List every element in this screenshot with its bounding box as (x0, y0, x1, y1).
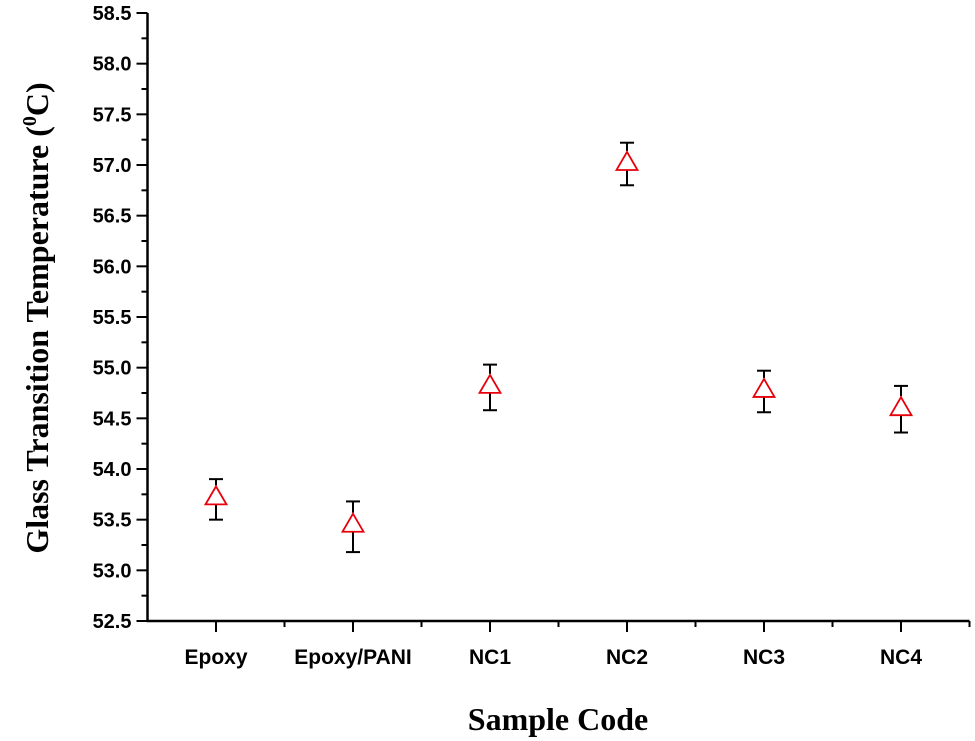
triangle-marker (751, 377, 777, 398)
data-marks (203, 141, 914, 554)
y-tick-label: 55.5 (93, 307, 132, 329)
x-tick-label: NC3 (743, 646, 785, 669)
y-tick-label: 56.0 (93, 256, 132, 278)
y-axis-title-unit: C) (19, 82, 55, 116)
data-point-nc3 (751, 369, 777, 414)
y-tick-label: 53.0 (93, 560, 132, 582)
y-axis-title-main: Glass Transition Temperature ( (19, 126, 55, 554)
x-tick-label: NC4 (880, 646, 922, 669)
data-point-epoxy-pani (340, 500, 366, 554)
y-tick-label: 54.5 (93, 408, 132, 430)
axes: 52.5 53.0 53.5 54.0 54.5 55.0 55.5 56.0 56.5 57.0… (93, 3, 971, 669)
data-point-nc2 (614, 141, 640, 187)
x-axis-title: Sample Code (468, 701, 648, 737)
y-axis-title: Glass Transition Temperature (0C) (19, 82, 55, 553)
y-tick-label: 57.0 (93, 155, 132, 177)
triangle-marker (614, 150, 640, 171)
triangle-marker (888, 395, 914, 417)
y-tick-label: 58.0 (93, 54, 132, 76)
data-point-epoxy (203, 478, 229, 521)
x-tick-label: NC1 (469, 646, 511, 669)
triangle-marker (203, 484, 229, 506)
x-tick-label: NC2 (606, 646, 648, 669)
data-point-nc4 (888, 384, 914, 434)
y-tick-label: 56.5 (93, 206, 132, 228)
y-tick-label: 53.5 (93, 510, 132, 532)
y-tick-label: 58.5 (93, 3, 132, 25)
y-axis-title-superscript: 0 (19, 116, 41, 126)
y-tick-label: 54.0 (93, 459, 132, 481)
x-tick-label: Epoxy/PANI (294, 646, 411, 669)
y-tick-label: 52.5 (93, 611, 132, 633)
y-tick-label: 55.0 (93, 358, 132, 380)
triangle-marker (340, 511, 366, 533)
x-tick-label: Epoxy (184, 646, 247, 669)
y-tick-label: 57.5 (93, 104, 132, 126)
triangle-marker (477, 373, 503, 394)
data-point-nc1 (477, 363, 503, 412)
